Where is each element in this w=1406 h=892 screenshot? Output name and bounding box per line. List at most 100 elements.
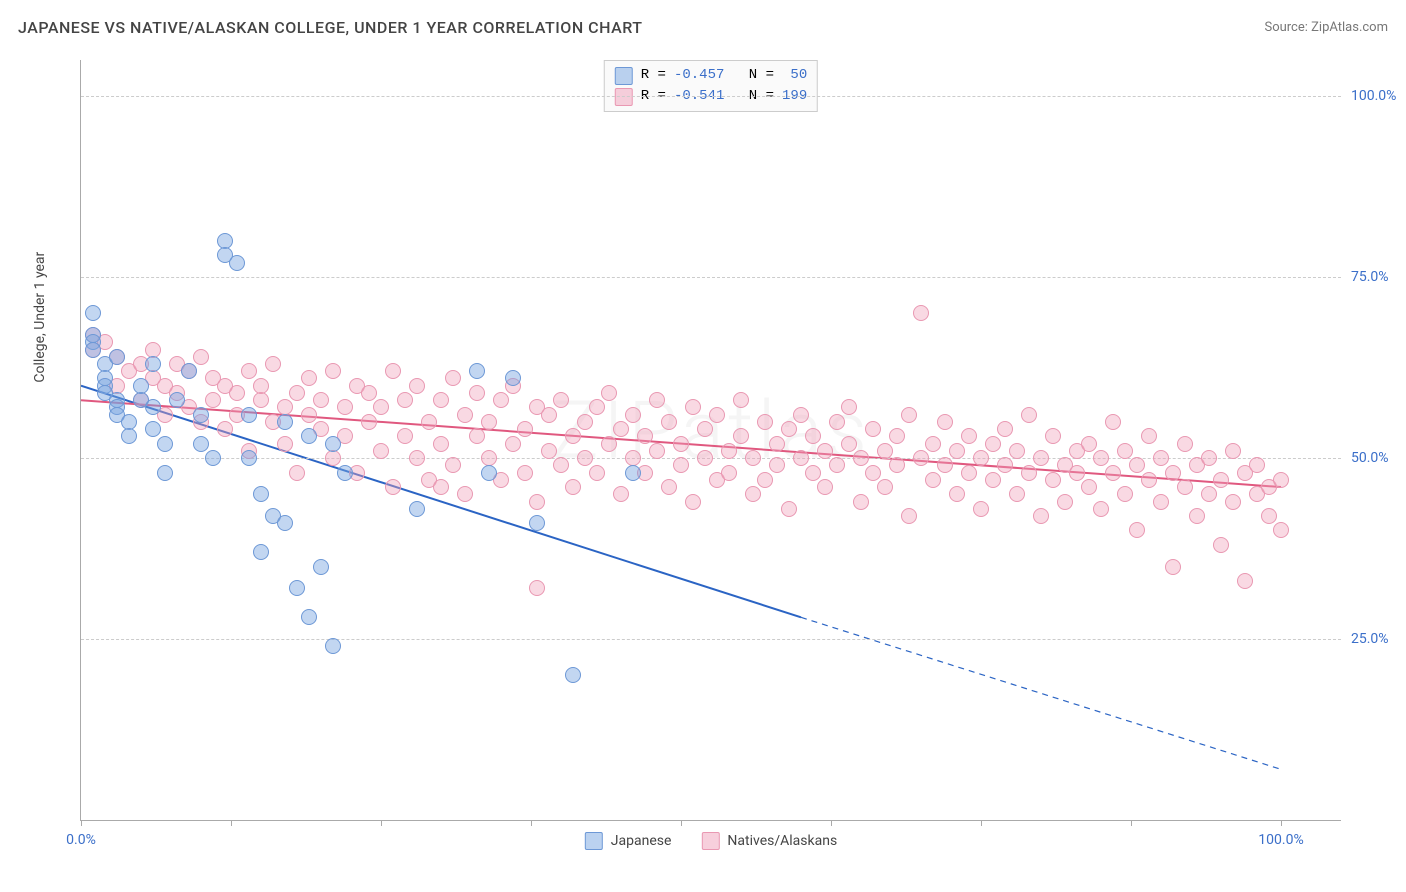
scatter-point: [781, 421, 797, 437]
scatter-point: [601, 385, 617, 401]
scatter-point: [565, 428, 581, 444]
scatter-point: [1021, 407, 1037, 423]
scatter-point: [865, 465, 881, 481]
scatter-point: [793, 450, 809, 466]
scatter-point: [685, 399, 701, 415]
scatter-point: [661, 414, 677, 430]
scatter-point: [793, 407, 809, 423]
scatter-point: [925, 472, 941, 488]
scatter-point: [769, 457, 785, 473]
scatter-point: [457, 407, 473, 423]
scatter-point: [361, 385, 377, 401]
scatter-point: [1201, 450, 1217, 466]
scatter-point: [529, 494, 545, 510]
scatter-point: [973, 450, 989, 466]
scatter-point: [613, 486, 629, 502]
scatter-point: [817, 443, 833, 459]
scatter-point: [505, 370, 521, 386]
scatter-point: [289, 465, 305, 481]
scatter-point: [325, 638, 341, 654]
scatter-point: [145, 356, 161, 372]
chart-source: Source: ZipAtlas.com: [1264, 20, 1388, 35]
scatter-point: [181, 363, 197, 379]
plot-area: ZIPatlas R = -0.457 N = 50 R = -0.541 N …: [80, 60, 1341, 821]
gridline-h: [81, 277, 1341, 278]
scatter-point: [997, 457, 1013, 473]
xtick: [831, 820, 832, 826]
scatter-point: [1009, 486, 1025, 502]
scatter-point: [157, 465, 173, 481]
scatter-point: [1129, 522, 1145, 538]
scatter-point: [1057, 494, 1073, 510]
scatter-point: [397, 428, 413, 444]
scatter-point: [1081, 479, 1097, 495]
scatter-point: [1117, 486, 1133, 502]
scatter-point: [877, 479, 893, 495]
scatter-point: [1009, 443, 1025, 459]
scatter-point: [337, 399, 353, 415]
scatter-point: [409, 501, 425, 517]
scatter-point: [469, 428, 485, 444]
scatter-point: [745, 486, 761, 502]
scatter-point: [1153, 494, 1169, 510]
scatter-point: [529, 580, 545, 596]
scatter-point: [445, 370, 461, 386]
scatter-point: [1033, 508, 1049, 524]
scatter-point: [1117, 443, 1133, 459]
scatter-point: [517, 421, 533, 437]
scatter-point: [1177, 479, 1193, 495]
scatter-point: [1045, 472, 1061, 488]
scatter-point: [517, 465, 533, 481]
scatter-point: [817, 479, 833, 495]
scatter-point: [313, 559, 329, 575]
scatter-point: [505, 436, 521, 452]
scatter-point: [325, 436, 341, 452]
chart-title: JAPANESE VS NATIVE/ALASKAN COLLEGE, UNDE…: [18, 18, 643, 37]
scatter-point: [193, 349, 209, 365]
scatter-point: [673, 457, 689, 473]
xtick: [381, 820, 382, 826]
scatter-point: [265, 356, 281, 372]
xtick: [531, 820, 532, 826]
scatter-point: [1237, 573, 1253, 589]
swatch-blue-icon: [615, 67, 633, 85]
scatter-point: [553, 392, 569, 408]
scatter-point: [553, 457, 569, 473]
scatter-point: [1225, 443, 1241, 459]
scatter-point: [589, 399, 605, 415]
scatter-point: [1165, 465, 1181, 481]
scatter-point: [241, 363, 257, 379]
r-val-blue: -0.457: [674, 65, 724, 86]
source-prefix: Source:: [1264, 20, 1311, 35]
scatter-point: [1021, 465, 1037, 481]
scatter-point: [253, 544, 269, 560]
scatter-point: [421, 414, 437, 430]
scatter-point: [925, 436, 941, 452]
xtick: [981, 820, 982, 826]
scatter-point: [1105, 465, 1121, 481]
scatter-point: [445, 457, 461, 473]
scatter-point: [169, 392, 185, 408]
scatter-point: [757, 472, 773, 488]
scatter-point: [1141, 472, 1157, 488]
scatter-point: [1249, 457, 1265, 473]
scatter-point: [433, 392, 449, 408]
scatter-point: [805, 428, 821, 444]
scatter-point: [865, 421, 881, 437]
scatter-point: [1105, 414, 1121, 430]
scatter-point: [589, 465, 605, 481]
scatter-point: [301, 407, 317, 423]
scatter-point: [253, 378, 269, 394]
scatter-point: [937, 457, 953, 473]
scatter-point: [85, 342, 101, 358]
scatter-point: [157, 436, 173, 452]
scatter-point: [469, 385, 485, 401]
scatter-point: [481, 465, 497, 481]
swatch-pink-icon: [701, 832, 719, 850]
scatter-point: [805, 465, 821, 481]
scatter-point: [1033, 450, 1049, 466]
scatter-point: [853, 494, 869, 510]
scatter-point: [949, 443, 965, 459]
scatter-point: [841, 399, 857, 415]
xtick: [81, 820, 82, 826]
